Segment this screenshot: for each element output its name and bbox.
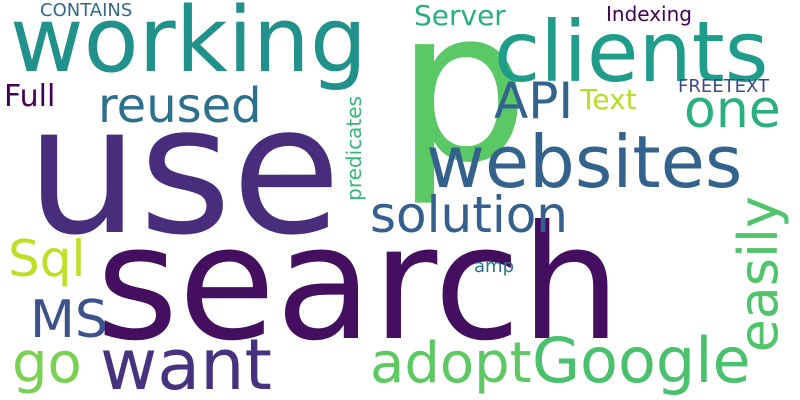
- word-text: Text: [580, 83, 637, 116]
- word-api: API: [494, 72, 574, 130]
- word-contains: CONTAINS: [40, 0, 133, 21]
- word-freetext: FREETEXT: [678, 76, 769, 97]
- word-use: use: [26, 67, 342, 274]
- word-ms: MS: [30, 290, 108, 350]
- word-server: Server: [414, 0, 506, 32]
- word-reused: reused: [98, 78, 262, 134]
- word-go: go: [12, 331, 82, 396]
- word-want: want: [100, 324, 272, 400]
- word-clients: clients: [494, 3, 769, 101]
- word-amp: amp: [474, 256, 514, 277]
- word-working: working: [10, 0, 367, 93]
- word-solution: solution: [370, 186, 568, 244]
- word-p: p: [396, 0, 530, 209]
- word-indexing: Indexing: [606, 2, 692, 26]
- word-search: search: [96, 192, 621, 376]
- word-google: Google: [532, 324, 751, 397]
- word-websites: websites: [426, 120, 743, 204]
- word-predicates: predicates: [342, 96, 366, 201]
- word-easily: easily: [727, 196, 790, 353]
- word-one: one: [684, 80, 781, 140]
- word-full: Full: [4, 79, 56, 114]
- word-adopt: adopt: [370, 331, 532, 396]
- word-sql: Sql: [8, 230, 86, 288]
